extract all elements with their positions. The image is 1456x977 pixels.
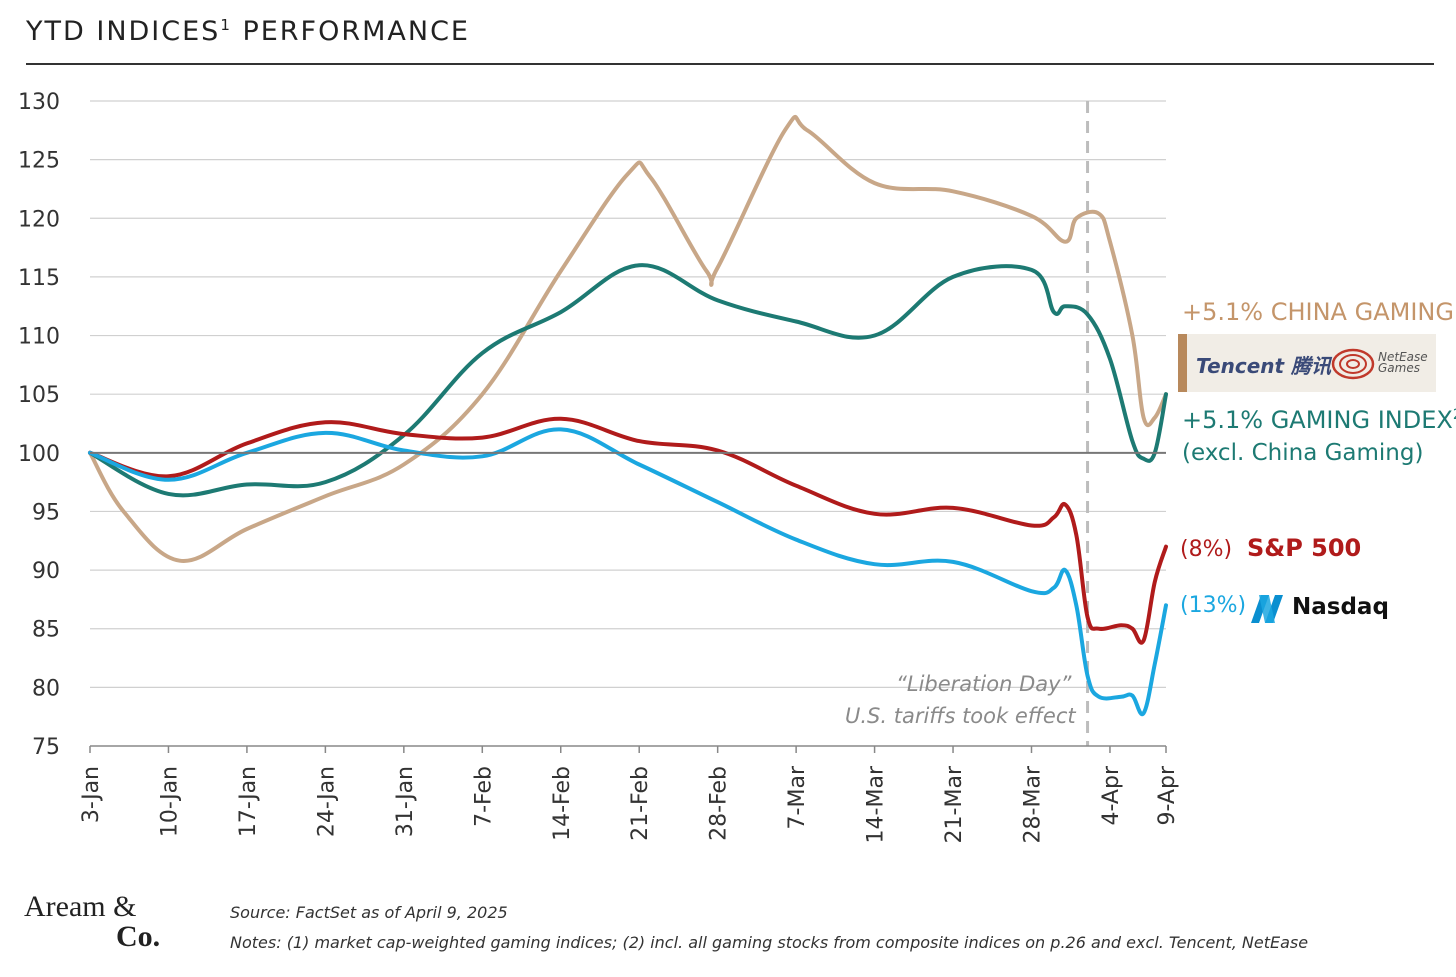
x-tick-label-10-Jan: 10-Jan xyxy=(157,766,182,837)
y-tick-label-90: 90 xyxy=(32,559,60,584)
series-line-sp500 xyxy=(88,416,1168,645)
sp500-change-label: (8%) xyxy=(1180,537,1233,562)
sp500-name-label: S&P 500 xyxy=(1247,534,1362,562)
series-line-china xyxy=(88,115,1168,563)
netease-logo: NetEase Games xyxy=(1378,350,1428,375)
series-line-gaming xyxy=(88,263,1168,498)
x-tick-label-31-Jan: 31-Jan xyxy=(393,766,418,837)
y-tick-label-115: 115 xyxy=(18,266,60,291)
logo-accent-bar xyxy=(1178,334,1187,392)
x-tick-label-24-Jan: 24-Jan xyxy=(314,766,339,837)
china-gaming-label: +5.1% CHINA GAMING xyxy=(1182,298,1454,326)
title-rule xyxy=(26,63,1434,65)
x-tick-label-9-Apr: 9-Apr xyxy=(1155,765,1180,825)
y-tick-label-80: 80 xyxy=(32,676,60,701)
china-logos-box: Tencent 腾讯 NetEase Games xyxy=(1178,334,1436,392)
firm-logo-line2: Co. xyxy=(116,920,161,953)
series-lines xyxy=(88,115,1168,717)
y-tick-label-75: 75 xyxy=(32,735,60,760)
footnotes: Notes: (1) market cap-weighted gaming in… xyxy=(230,933,1309,952)
firm-logo: Aream & Co. xyxy=(24,892,160,952)
x-axis: 3-Jan 10-Jan 17-Jan 24-Jan 31-Jan 7-Feb 14-Feb… xyxy=(79,745,1180,843)
y-tick-label-125: 125 xyxy=(18,149,60,174)
x-tick-label-21-Feb: 21-Feb xyxy=(628,766,653,841)
x-tick-label-28-Mar: 28-Mar xyxy=(1021,765,1046,843)
tariffs-annotation: U.S. tariffs took effect xyxy=(845,704,1076,728)
nasdaq-icon xyxy=(1251,595,1283,623)
netease-icon xyxy=(1331,348,1375,380)
tencent-logo: Tencent 腾讯 xyxy=(1196,354,1332,378)
nasdaq-change-label: (13%) xyxy=(1180,593,1247,618)
grid-lines xyxy=(90,100,1166,746)
netease-logo-line1: NetEase xyxy=(1378,350,1428,364)
y-axis-ticks: 75 80 85 90 95 100 105 110 115 120 125 130 xyxy=(18,90,60,760)
gaming-index-label: +5.1% GAMING INDEX2 xyxy=(1182,406,1456,434)
netease-logo-line2: Games xyxy=(1378,361,1420,375)
y-tick-label-105: 105 xyxy=(18,383,60,408)
nasdaq-name-label: Nasdaq xyxy=(1292,594,1389,620)
x-tick-label-14-Feb: 14-Feb xyxy=(550,766,575,841)
y-tick-label-85: 85 xyxy=(32,618,60,643)
y-tick-label-110: 110 xyxy=(18,325,60,350)
chart-title: YTD INDICES1 PERFORMANCE xyxy=(26,16,470,47)
x-tick-label-14-Mar: 14-Mar xyxy=(864,765,889,843)
gaming-index-sublabel: (excl. China Gaming) xyxy=(1182,440,1424,466)
x-tick-label-28-Feb: 28-Feb xyxy=(707,766,732,841)
series-line-nasdaq xyxy=(88,427,1168,717)
liberation-day-annotation: “Liberation Day” xyxy=(896,672,1072,696)
x-tick-label-4-Apr: 4-Apr xyxy=(1099,765,1124,825)
y-tick-label-120: 120 xyxy=(18,207,60,232)
x-tick-label-21-Mar: 21-Mar xyxy=(942,765,967,843)
x-tick-label-17-Jan: 17-Jan xyxy=(236,766,261,837)
y-tick-label-95: 95 xyxy=(32,500,60,525)
line-chart: 75 80 85 90 95 100 105 110 115 120 125 130 3-Jan 10-… xyxy=(18,90,1180,843)
y-tick-label-130: 130 xyxy=(18,90,60,115)
y-tick-label-100: 100 xyxy=(18,442,60,467)
x-tick-label-7-Mar: 7-Mar xyxy=(785,765,810,829)
x-tick-label-7-Feb: 7-Feb xyxy=(471,766,496,827)
source-note: Source: FactSet as of April 9, 2025 xyxy=(230,903,508,922)
firm-logo-line1: Aream & xyxy=(24,890,137,923)
x-tick-label-3-Jan: 3-Jan xyxy=(79,766,104,823)
